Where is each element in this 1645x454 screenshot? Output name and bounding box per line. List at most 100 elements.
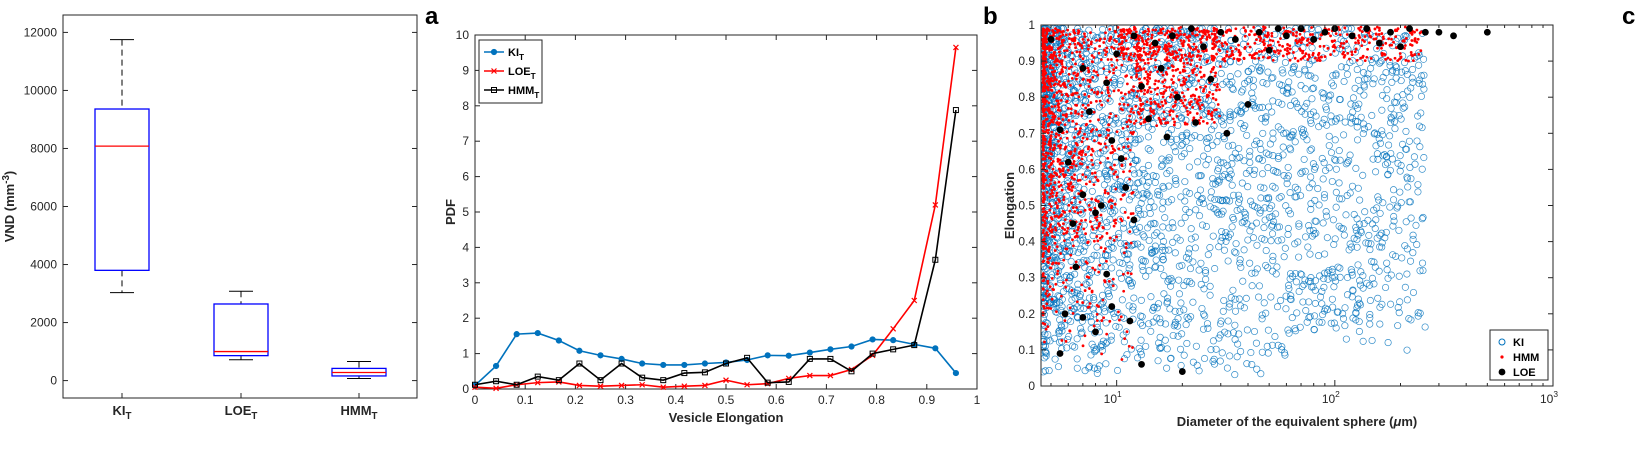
hmm-point: [1104, 142, 1107, 145]
data-point: [577, 348, 582, 353]
hmm-point: [1042, 187, 1045, 190]
hmm-point: [1050, 120, 1053, 123]
hmm-point: [1093, 325, 1096, 328]
hmm-point: [1154, 59, 1157, 62]
hmm-point: [1163, 85, 1166, 88]
hmm-point: [1105, 146, 1108, 149]
hmm-point: [1042, 229, 1045, 232]
hmm-point: [1062, 222, 1065, 225]
hmm-point: [1235, 48, 1238, 51]
hmm-point: [1282, 55, 1285, 58]
hmm-point: [1095, 199, 1098, 202]
hmm-point: [1171, 89, 1174, 92]
hmm-point: [1182, 62, 1185, 65]
hmm-point: [1132, 111, 1135, 114]
hmm-point: [1103, 250, 1106, 253]
hmm-point: [1061, 63, 1064, 66]
hmm-point: [1384, 58, 1387, 61]
hmm-point: [1122, 194, 1125, 197]
hmm-point: [1097, 118, 1100, 121]
hmm-point: [1052, 148, 1055, 151]
hmm-point: [1102, 316, 1105, 319]
loe-point: [1079, 191, 1086, 198]
hmm-point: [1137, 55, 1140, 58]
y-tick-label: 0.6: [1018, 162, 1035, 176]
hmm-point: [1266, 34, 1269, 37]
hmm-point: [1109, 237, 1112, 240]
hmm-point: [1118, 103, 1121, 106]
hmm-point: [1062, 30, 1065, 33]
hmm-point: [1166, 53, 1169, 56]
hmm-point: [1044, 158, 1047, 161]
hmm-point: [1151, 34, 1154, 37]
hmm-point: [1136, 95, 1139, 98]
hmm-point: [1054, 283, 1057, 286]
hmm-point: [1082, 137, 1085, 140]
hmm-point: [1053, 144, 1056, 147]
hmm-point: [1096, 313, 1099, 316]
hmm-point: [1138, 35, 1141, 38]
hmm-point: [1300, 41, 1303, 44]
hmm-point: [1042, 38, 1045, 41]
hmm-point: [1205, 38, 1208, 41]
hmm-point: [1125, 242, 1128, 245]
hmm-point: [1161, 104, 1164, 107]
hmm-point: [1112, 72, 1115, 75]
hmm-point: [1097, 271, 1100, 274]
hmm-point: [1067, 119, 1070, 122]
hmm-point: [1255, 52, 1258, 55]
hmm-point: [1132, 85, 1135, 88]
loe-point: [1138, 83, 1145, 90]
hmm-point: [1074, 43, 1077, 46]
hmm-point: [1043, 323, 1046, 326]
hmm-point: [1083, 35, 1086, 38]
hmm-point: [1191, 33, 1194, 36]
hmm-point: [1213, 83, 1216, 86]
hmm-point: [1045, 231, 1048, 234]
hmm-point: [1270, 35, 1273, 38]
hmm-point: [1090, 159, 1093, 162]
loe-point: [1422, 29, 1429, 36]
hmm-point: [1305, 52, 1308, 55]
hmm-point: [1049, 230, 1052, 233]
y-tick-label: 10000: [24, 83, 58, 97]
hmm-point: [1080, 44, 1083, 47]
hmm-point: [1056, 270, 1059, 273]
y-tick-label: 0.3: [1018, 271, 1035, 285]
hmm-point: [1081, 140, 1084, 143]
hmm-point: [1220, 42, 1223, 45]
hmm-point: [1345, 40, 1348, 43]
loe-point: [1138, 361, 1145, 368]
loe-point: [1164, 134, 1171, 141]
hmm-point: [1090, 101, 1093, 104]
hmm-point: [1110, 205, 1113, 208]
hmm-point: [1079, 162, 1082, 165]
hmm-point: [1050, 205, 1053, 208]
hmm-point: [1094, 47, 1097, 50]
hmm-point: [1180, 39, 1183, 42]
hmm-point: [1079, 54, 1082, 57]
hmm-point: [1129, 120, 1132, 123]
hmm-point: [1096, 304, 1099, 307]
hmm-point: [1127, 272, 1130, 275]
hmm-point: [1124, 211, 1127, 214]
hmm-point: [1053, 61, 1056, 64]
y-tick-label: 0.5: [1018, 199, 1035, 213]
hmm-point: [1219, 65, 1222, 68]
hmm-point: [1075, 206, 1078, 209]
hmm-point: [1173, 124, 1176, 127]
hmm-point: [1051, 105, 1054, 108]
hmm-point: [1102, 299, 1105, 302]
hmm-point: [1086, 166, 1089, 169]
hmm-point: [1065, 340, 1068, 343]
hmm-point: [1118, 319, 1121, 322]
hmm-point: [1193, 43, 1196, 46]
hmm-point: [1249, 30, 1252, 33]
hmm-point: [1388, 44, 1391, 47]
y-tick-label: 0.2: [1018, 307, 1035, 321]
hmm-point: [1093, 240, 1096, 243]
hmm-point: [1057, 198, 1060, 201]
y-tick-label: 12000: [24, 25, 58, 39]
hmm-point: [1172, 65, 1175, 68]
hmm-point: [1210, 70, 1213, 73]
